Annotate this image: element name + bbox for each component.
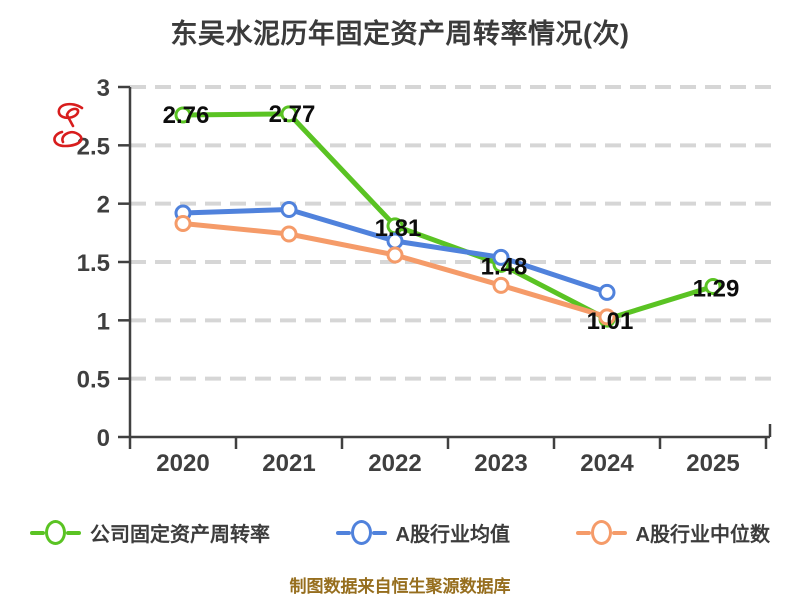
data-point-label: 2.77: [269, 101, 316, 128]
data-point-label: 1.29: [693, 276, 740, 303]
legend-item-industry-median[interactable]: A股行业中位数: [575, 518, 770, 547]
data-point-label: 2.76: [163, 102, 210, 129]
series-point-2[interactable]: [280, 225, 298, 243]
chart-title: 东吴水泥历年固定资产周转率情况(次): [170, 19, 630, 49]
legend-marker-blue-icon: [335, 520, 387, 545]
red-scribble-mark: [53, 102, 84, 148]
x-axis-tick-label: 2022: [368, 450, 421, 477]
series-point-1[interactable]: [492, 248, 510, 266]
data-point-label: 1.01: [587, 308, 634, 335]
series-point-2[interactable]: [598, 308, 616, 326]
series-point-2[interactable]: [492, 276, 510, 294]
legend-item-industry-average[interactable]: A股行业均值: [335, 518, 510, 547]
y-axis-tick-label: 3: [97, 75, 110, 102]
legend: 公司固定资产周转率 A股行业均值 A股行业中位数: [0, 518, 800, 547]
y-axis-tick-label: 0.5: [77, 367, 110, 394]
legend-marker-green-icon: [30, 520, 81, 545]
series-point-1[interactable]: [598, 283, 616, 301]
legend-item-company-turnover[interactable]: 公司固定资产周转率: [30, 518, 270, 547]
x-axis-tick-label: 2021: [262, 450, 315, 477]
y-axis-tick-label: 1.5: [77, 250, 110, 277]
series-line-0: [180, 111, 716, 322]
legend-label-industry-average: A股行业均值: [395, 524, 510, 546]
legend-marker-orange-icon: [575, 520, 627, 545]
x-axis-tick-label: 2025: [686, 450, 739, 477]
y-axis-tick-label: 1: [97, 308, 110, 335]
x-axis-tick-label: 2023: [474, 450, 527, 477]
data-point-label: 1.81: [375, 215, 422, 242]
data-source-note: 制图数据来自恒生聚源数据库: [289, 577, 511, 596]
series-point-0[interactable]: [704, 278, 722, 295]
x-axis-tick-label: 2020: [156, 450, 209, 477]
x-axis-tick-label: 2024: [580, 450, 634, 477]
series-point-2[interactable]: [174, 215, 192, 232]
series-point-0[interactable]: [280, 105, 298, 123]
y-axis-tick-label: 2: [97, 192, 110, 219]
data-point-label: 1.48: [481, 253, 528, 280]
series-point-1[interactable]: [280, 201, 298, 218]
legend-label-company-turnover: 公司固定资产周转率: [90, 524, 270, 546]
legend-label-industry-median: A股行业中位数: [635, 524, 770, 546]
y-axis-tick-label: 0: [97, 425, 110, 452]
series-point-0[interactable]: [174, 106, 192, 124]
series-point-2[interactable]: [386, 246, 404, 264]
